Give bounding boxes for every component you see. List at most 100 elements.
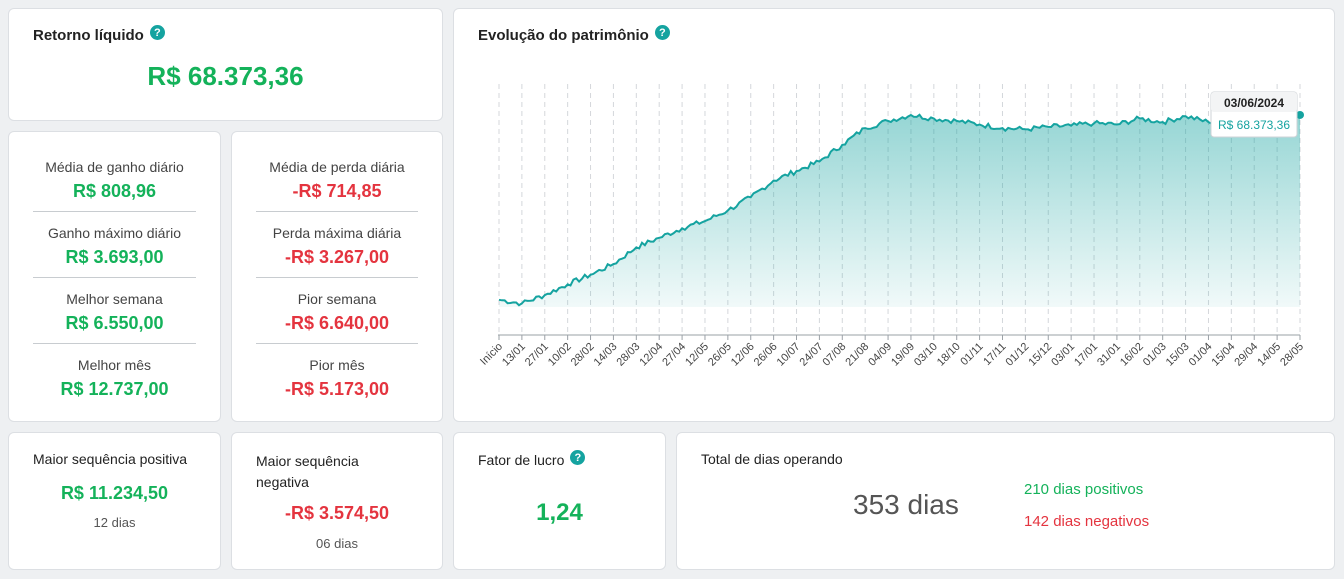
stat-label: Melhor semana <box>66 291 163 307</box>
help-icon[interactable]: ? <box>570 450 586 466</box>
x-tick-label: 03/10 <box>912 341 940 369</box>
divider <box>256 211 418 212</box>
chart-endpoint <box>1296 110 1304 119</box>
seq-neg-title-line1: Maior sequência <box>256 453 359 469</box>
x-tick-label: 07/08 <box>820 341 848 369</box>
x-tick-label: 01/11 <box>958 341 985 368</box>
seq-pos-value: R$ 11.234,50 <box>60 483 169 503</box>
divider <box>33 277 196 278</box>
seq-neg-value: -R$ 3.574,50 <box>284 503 390 523</box>
stat-label: Pior mês <box>309 357 365 373</box>
chart-tooltip: 03/06/2024 R$ 68.373,36 <box>1210 91 1298 138</box>
x-tick-label: 12/06 <box>729 341 757 369</box>
tooltip-date: 03/06/2024 <box>1224 96 1284 110</box>
x-tick-label: 04/09 <box>866 341 894 369</box>
seq-pos-days: 12 dias <box>93 515 136 530</box>
stat-value: R$ 808,96 <box>72 181 157 201</box>
stat-melhor-semana: Melhor semana R$ 6.550,00 <box>9 288 220 343</box>
retorno-value: R$ 68.373,36 <box>147 61 304 91</box>
chart-title: Evolução do patrimônio <box>478 27 649 44</box>
x-tick-label: 01/04 <box>1187 341 1215 369</box>
stat-media-ganho: Média de ganho diário R$ 808,96 <box>9 156 220 211</box>
x-tick-label: 28/03 <box>614 341 642 369</box>
x-tick-label: 24/07 <box>798 341 826 369</box>
divider <box>33 343 196 344</box>
x-tick-label: 14/03 <box>592 341 620 369</box>
x-tick-label: 21/08 <box>843 341 871 369</box>
chart-card: Evolução do patrimônio? Início 13/01 27/01… <box>453 8 1335 422</box>
x-tick-label: 01/12 <box>1004 341 1032 369</box>
x-tick-label: 01/03 <box>1141 341 1169 369</box>
stat-value: -R$ 3.267,00 <box>284 247 390 267</box>
gains-card: Média de ganho diário R$ 808,96 Ganho má… <box>8 131 221 422</box>
seq-pos-card: Maior sequência positiva R$ 11.234,50 12… <box>8 432 221 570</box>
x-tick-label: 19/09 <box>889 341 917 369</box>
divider <box>256 277 418 278</box>
x-tick-label: 17/11 <box>981 341 1008 368</box>
stat-ganho-maximo: Ganho máximo diário R$ 3.693,00 <box>9 222 220 277</box>
stat-media-perda: Média de perda diária -R$ 714,85 <box>232 156 442 211</box>
x-tick-label: 26/06 <box>752 341 780 369</box>
stat-label: Melhor mês <box>77 357 152 373</box>
divider <box>33 211 196 212</box>
stat-pior-semana: Pior semana -R$ 6.640,00 <box>232 288 442 343</box>
stat-label: Pior semana <box>297 291 377 307</box>
stat-label: Média de ganho diário <box>45 159 184 175</box>
stat-label: Perda máxima diária <box>272 225 402 241</box>
x-tick-label: 10/07 <box>775 341 803 369</box>
patrimonio-chart[interactable]: Início13/0127/0110/0228/0214/0328/0312/0… <box>454 9 1334 421</box>
dias-card: Total de dias operando 353 dias 210 dias… <box>676 432 1335 570</box>
retorno-title: Retorno líquido <box>33 27 144 44</box>
x-tick-label: 12/05 <box>683 341 711 369</box>
x-tick-label: 15/04 <box>1210 341 1238 369</box>
help-icon[interactable]: ? <box>654 25 670 41</box>
tooltip-value: R$ 68.373,36 <box>1218 118 1290 132</box>
x-tick-label: 28/02 <box>569 341 597 369</box>
seq-neg-title-line2: negativa <box>256 474 309 490</box>
help-icon[interactable]: ? <box>149 25 165 41</box>
stat-pior-mes: Pior mês -R$ 5.173,00 <box>232 354 442 409</box>
dias-positivos: 210 dias positivos <box>1024 481 1144 498</box>
fator-title: Fator de lucro <box>478 452 565 468</box>
stat-value: -R$ 6.640,00 <box>284 313 390 333</box>
retorno-card: Retorno líquido? R$ 68.373,36 <box>8 8 443 121</box>
stat-value: R$ 3.693,00 <box>65 247 164 267</box>
x-tick-label: 14/05 <box>1255 341 1283 369</box>
seq-pos-title: Maior sequência positiva <box>33 451 188 467</box>
stat-label: Média de perda diária <box>269 159 405 175</box>
x-tick-label: 27/01 <box>523 341 551 369</box>
stat-value: -R$ 714,85 <box>292 181 382 201</box>
losses-card: Média de perda diária -R$ 714,85 Perda m… <box>231 131 443 422</box>
stat-value: -R$ 5.173,00 <box>284 379 390 399</box>
x-tick-label: 18/10 <box>935 341 963 369</box>
x-tick-label: 17/01 <box>1072 341 1100 369</box>
fator-card: Fator de lucro? 1,24 <box>453 432 666 570</box>
x-tick-label: Início <box>478 341 505 368</box>
x-tick-label: 28/05 <box>1278 341 1306 369</box>
chart-line <box>498 112 1301 307</box>
x-tick-label: 31/01 <box>1095 341 1123 369</box>
dias-title: Total de dias operando <box>701 451 843 467</box>
x-tick-label: 15/03 <box>1164 341 1192 369</box>
x-tick-label: 16/02 <box>1118 341 1146 369</box>
fator-value: 1,24 <box>536 499 583 526</box>
x-tick-label: 26/05 <box>706 341 734 369</box>
stat-melhor-mes: Melhor mês R$ 12.737,00 <box>9 354 220 409</box>
stat-label: Ganho máximo diário <box>47 225 182 241</box>
x-tick-label: 10/02 <box>546 341 574 369</box>
seq-neg-card: Maior sequência negativa -R$ 3.574,50 06… <box>231 432 443 570</box>
seq-neg-days: 06 dias <box>316 536 358 551</box>
dias-negativos: 142 dias negativos <box>1024 513 1150 530</box>
x-tick-label: 13/01 <box>500 341 528 369</box>
stat-value: R$ 12.737,00 <box>60 379 169 399</box>
dias-total: 353 dias <box>853 489 959 520</box>
x-tick-label: 27/04 <box>660 341 688 369</box>
divider <box>256 343 418 344</box>
x-tick-label: 03/01 <box>1049 341 1077 369</box>
x-tick-label: 12/04 <box>637 341 665 369</box>
stat-value: R$ 6.550,00 <box>65 313 164 333</box>
x-tick-label: 29/04 <box>1232 341 1260 369</box>
seq-neg-title: Maior sequência negativa <box>256 451 359 493</box>
chart-area <box>499 114 1300 307</box>
x-tick-label: 15/12 <box>1026 341 1054 369</box>
